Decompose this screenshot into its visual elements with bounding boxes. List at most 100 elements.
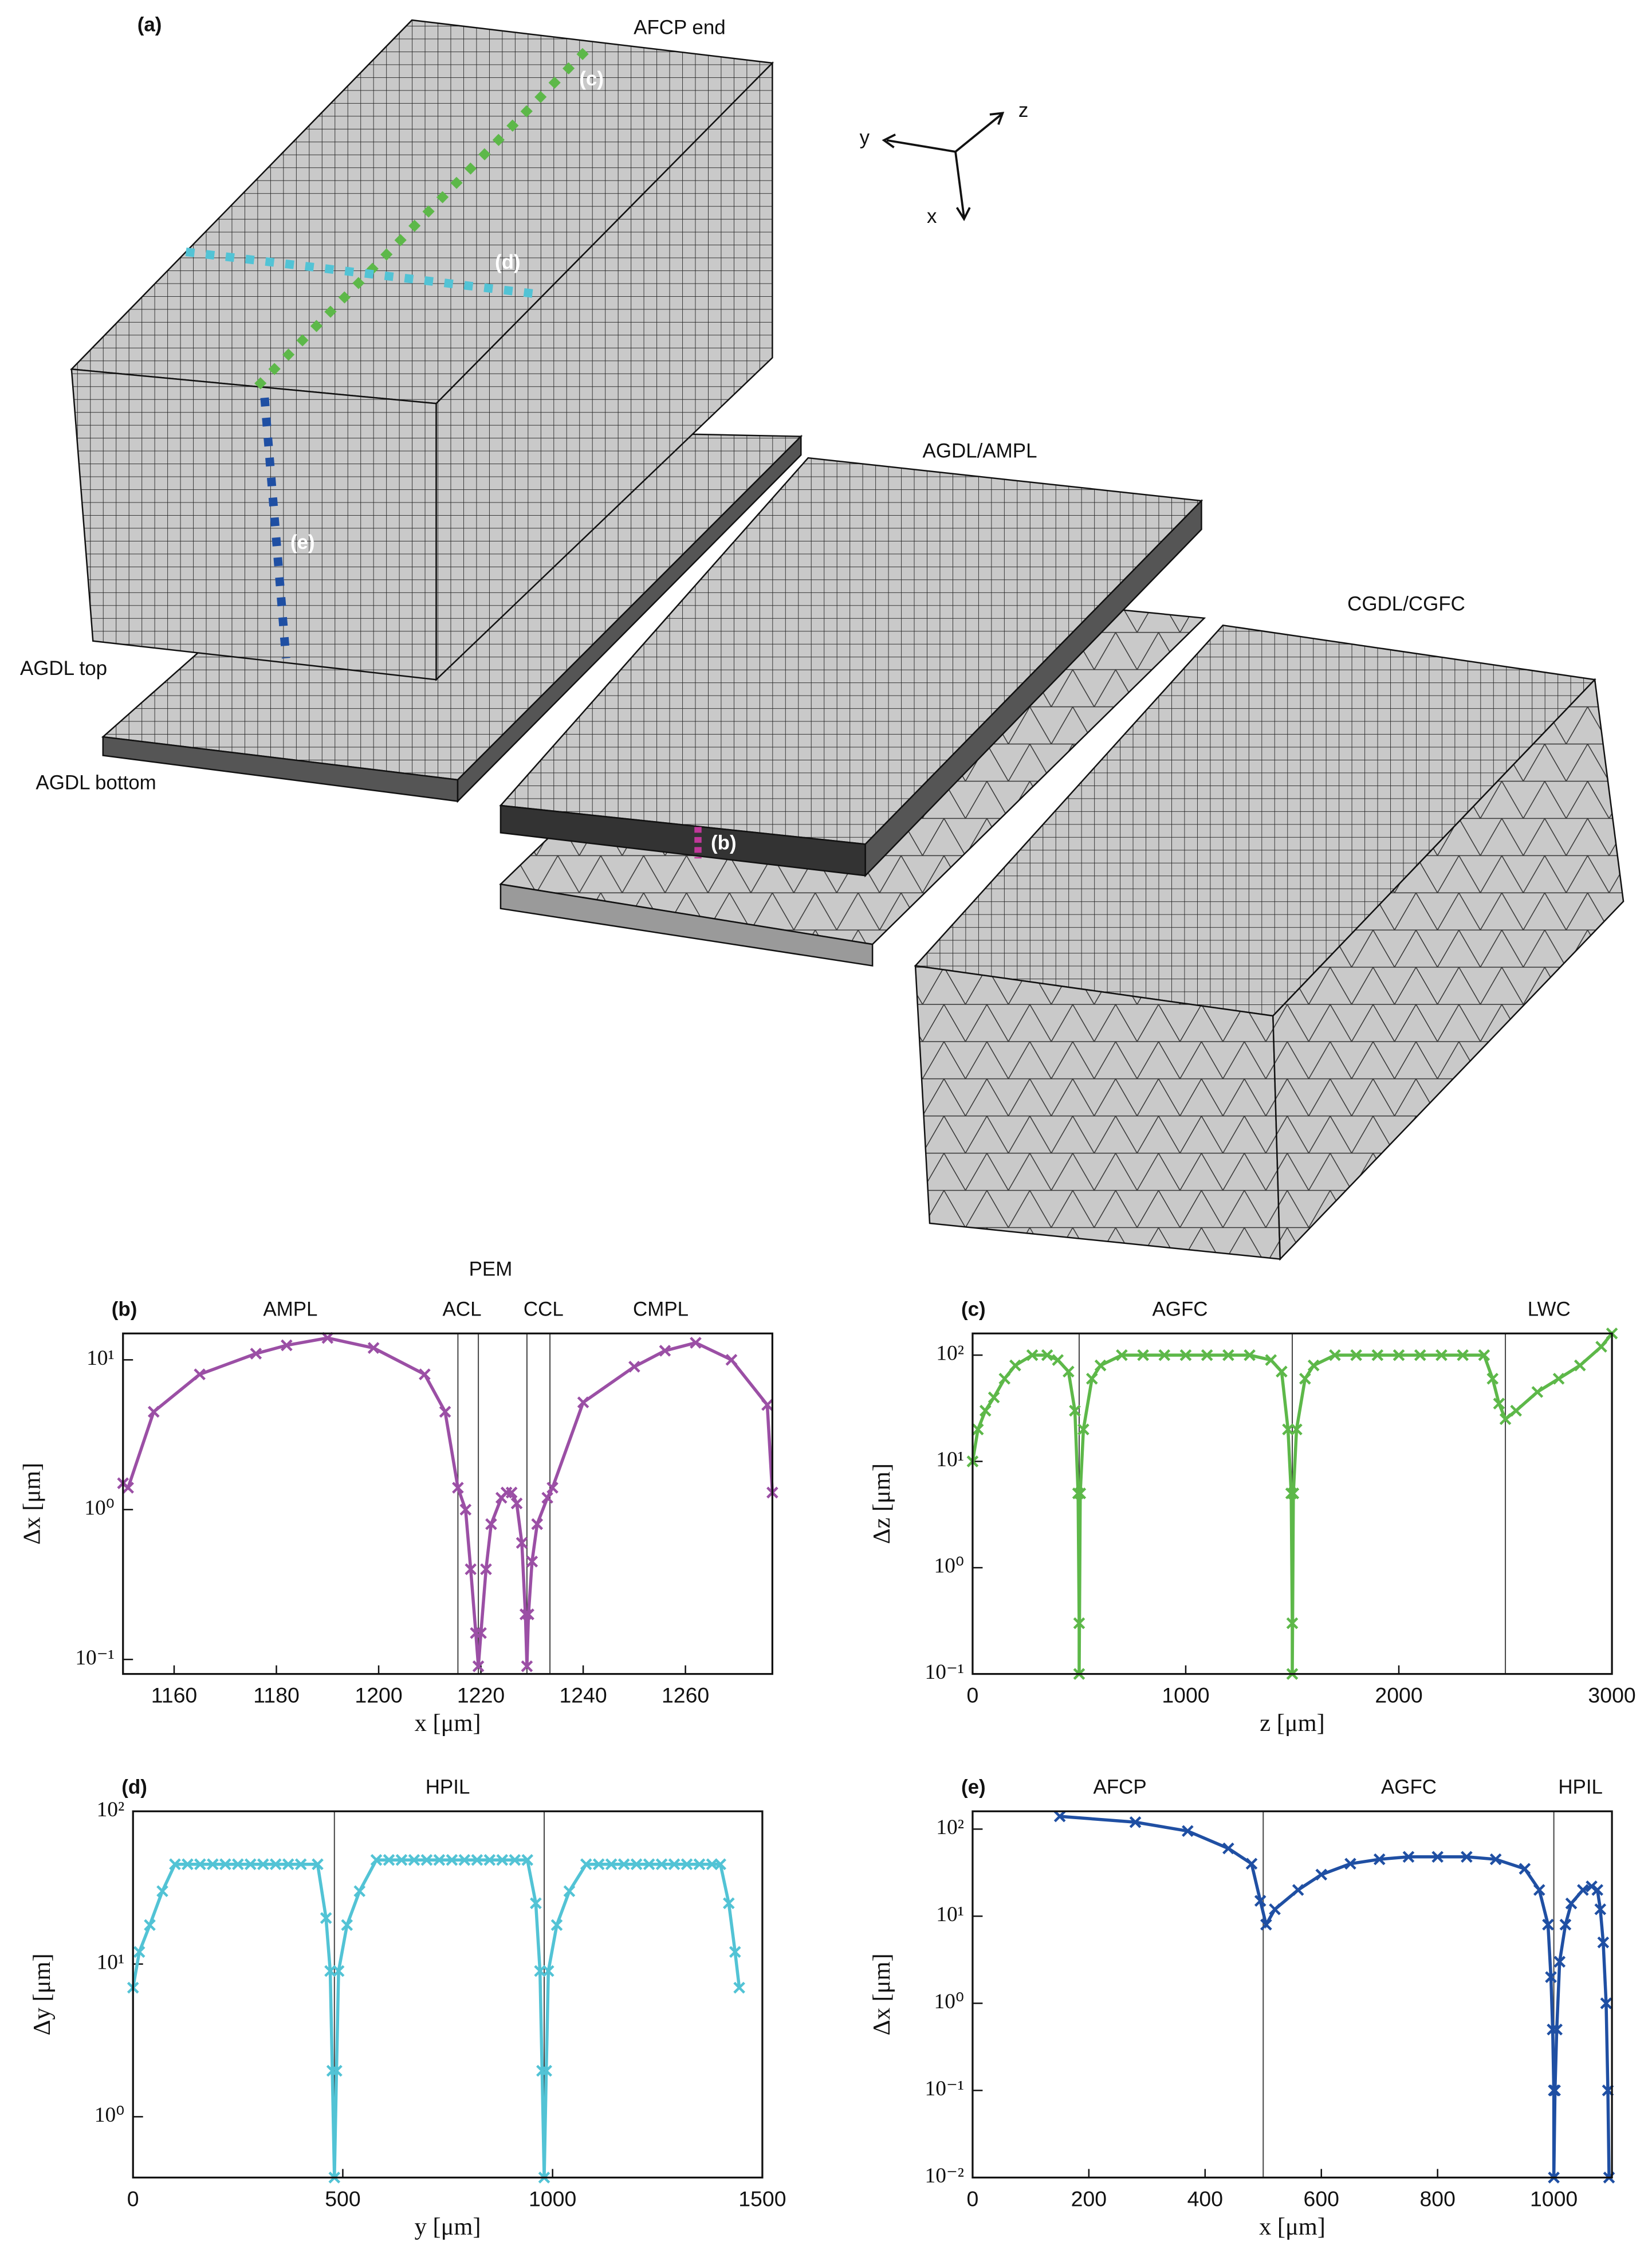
data-point	[1009, 1359, 1021, 1372]
data-point	[1254, 1895, 1266, 1907]
panel-label: (e)	[961, 1776, 986, 1799]
cgfc-front	[914, 965, 1281, 1260]
data-point	[1574, 1359, 1586, 1372]
data-point	[269, 1858, 282, 1871]
x-tick-label: 1260	[662, 1683, 709, 1707]
data-point	[505, 1486, 518, 1499]
annotation: AGDL bottom	[36, 772, 156, 794]
data-point	[395, 1854, 408, 1866]
x-tick-label: 400	[1187, 2186, 1223, 2210]
y-tick-label: 10⁻¹	[75, 1646, 114, 1670]
data-point	[1137, 1349, 1149, 1361]
path-label: (b)	[711, 832, 737, 854]
y-tick-label: 10¹	[936, 1903, 964, 1926]
data-point	[257, 1858, 269, 1871]
afcp-side	[435, 61, 773, 682]
data-point	[496, 1854, 509, 1866]
data-point	[419, 1368, 431, 1381]
data-point	[353, 1885, 366, 1897]
annotation: AGDL/AMPL	[923, 439, 1037, 462]
x-tick-label: 800	[1419, 2186, 1455, 2210]
data-point	[1244, 1349, 1256, 1361]
data-point	[1547, 2023, 1559, 2036]
data-point	[681, 1858, 693, 1871]
data-point	[546, 1482, 558, 1494]
data-point	[1260, 1918, 1272, 1931]
data-point	[1222, 1349, 1234, 1361]
data-point	[1041, 1349, 1053, 1361]
data-point	[1053, 1810, 1066, 1823]
annotation: AGFC	[1381, 1776, 1437, 1799]
data-point	[1553, 1956, 1566, 1968]
data-point	[1600, 1997, 1612, 2009]
data-point	[526, 1556, 538, 1568]
axes-triad	[882, 112, 1005, 221]
data-point	[1299, 1372, 1311, 1385]
data-point	[446, 1854, 458, 1866]
data-point	[693, 1858, 706, 1871]
data-point	[541, 1491, 553, 1504]
data-point	[465, 1563, 477, 1576]
path-label: (d)	[495, 251, 521, 273]
data-point	[1594, 1903, 1607, 1915]
annotation: AGFC	[1152, 1298, 1207, 1321]
cgfc-side	[1272, 678, 1625, 1261]
path-e	[260, 397, 290, 659]
data-point	[1287, 1487, 1300, 1499]
data-point	[530, 1897, 542, 1910]
data-point	[122, 1482, 134, 1494]
annotation: AFCP end	[634, 16, 726, 38]
data-point	[144, 1919, 156, 1931]
data-point	[722, 1897, 735, 1910]
x-axis-label: y [μm]	[415, 2213, 481, 2240]
data-point	[321, 1332, 334, 1344]
data-point	[1179, 1349, 1192, 1361]
annotation: AGDL top	[20, 657, 107, 680]
y-tick-label: 10¹	[936, 1448, 964, 1471]
data-point	[1291, 1423, 1303, 1436]
data-point	[1457, 1349, 1469, 1361]
data-point	[540, 2064, 553, 2077]
annotation: CCL	[524, 1298, 564, 1321]
data-point	[1074, 1487, 1087, 1499]
data-point	[605, 1858, 617, 1871]
data-point	[536, 2064, 548, 2077]
data-point	[1489, 1853, 1502, 1866]
data-point	[998, 1372, 1011, 1385]
data-point	[1551, 2023, 1563, 2036]
data-point	[1269, 1903, 1281, 1915]
x-tick-label: 1180	[253, 1683, 300, 1707]
axis-name: y	[860, 127, 870, 149]
data-point	[182, 1858, 194, 1871]
data-point	[1073, 1617, 1085, 1630]
data-point	[1182, 1825, 1194, 1837]
data-point	[1373, 1853, 1386, 1866]
y-axis-label: Δx [μm]	[868, 1953, 895, 2035]
data-point	[1559, 1918, 1572, 1931]
axis-name: x	[927, 205, 937, 227]
x-tick-label: 1000	[1530, 2186, 1578, 2210]
data-point	[471, 1854, 483, 1866]
annotation: AFCP	[1094, 1776, 1147, 1799]
x-tick-label: 1160	[151, 1683, 198, 1707]
data-point	[1402, 1851, 1415, 1863]
data-point	[408, 1854, 420, 1866]
data-point	[1285, 1487, 1297, 1499]
data-point	[1158, 1349, 1171, 1361]
data-point	[1026, 1349, 1039, 1361]
data-point	[1414, 1349, 1426, 1361]
data-point	[480, 1563, 492, 1576]
annotation: LWC	[1528, 1298, 1571, 1321]
data-point	[1222, 1842, 1234, 1855]
x-tick-label: 3000	[1588, 1683, 1635, 1707]
agdl-ampl-side	[864, 499, 1202, 878]
path-label: (e)	[290, 531, 315, 553]
data-point	[1552, 1372, 1565, 1385]
data-point	[326, 2064, 339, 2077]
data-point	[1276, 1365, 1288, 1378]
data-line	[971, 1332, 1614, 1674]
data-point	[761, 1399, 773, 1411]
plot-area	[127, 1854, 745, 2184]
data-point	[668, 1858, 681, 1871]
data-point	[643, 1858, 655, 1871]
